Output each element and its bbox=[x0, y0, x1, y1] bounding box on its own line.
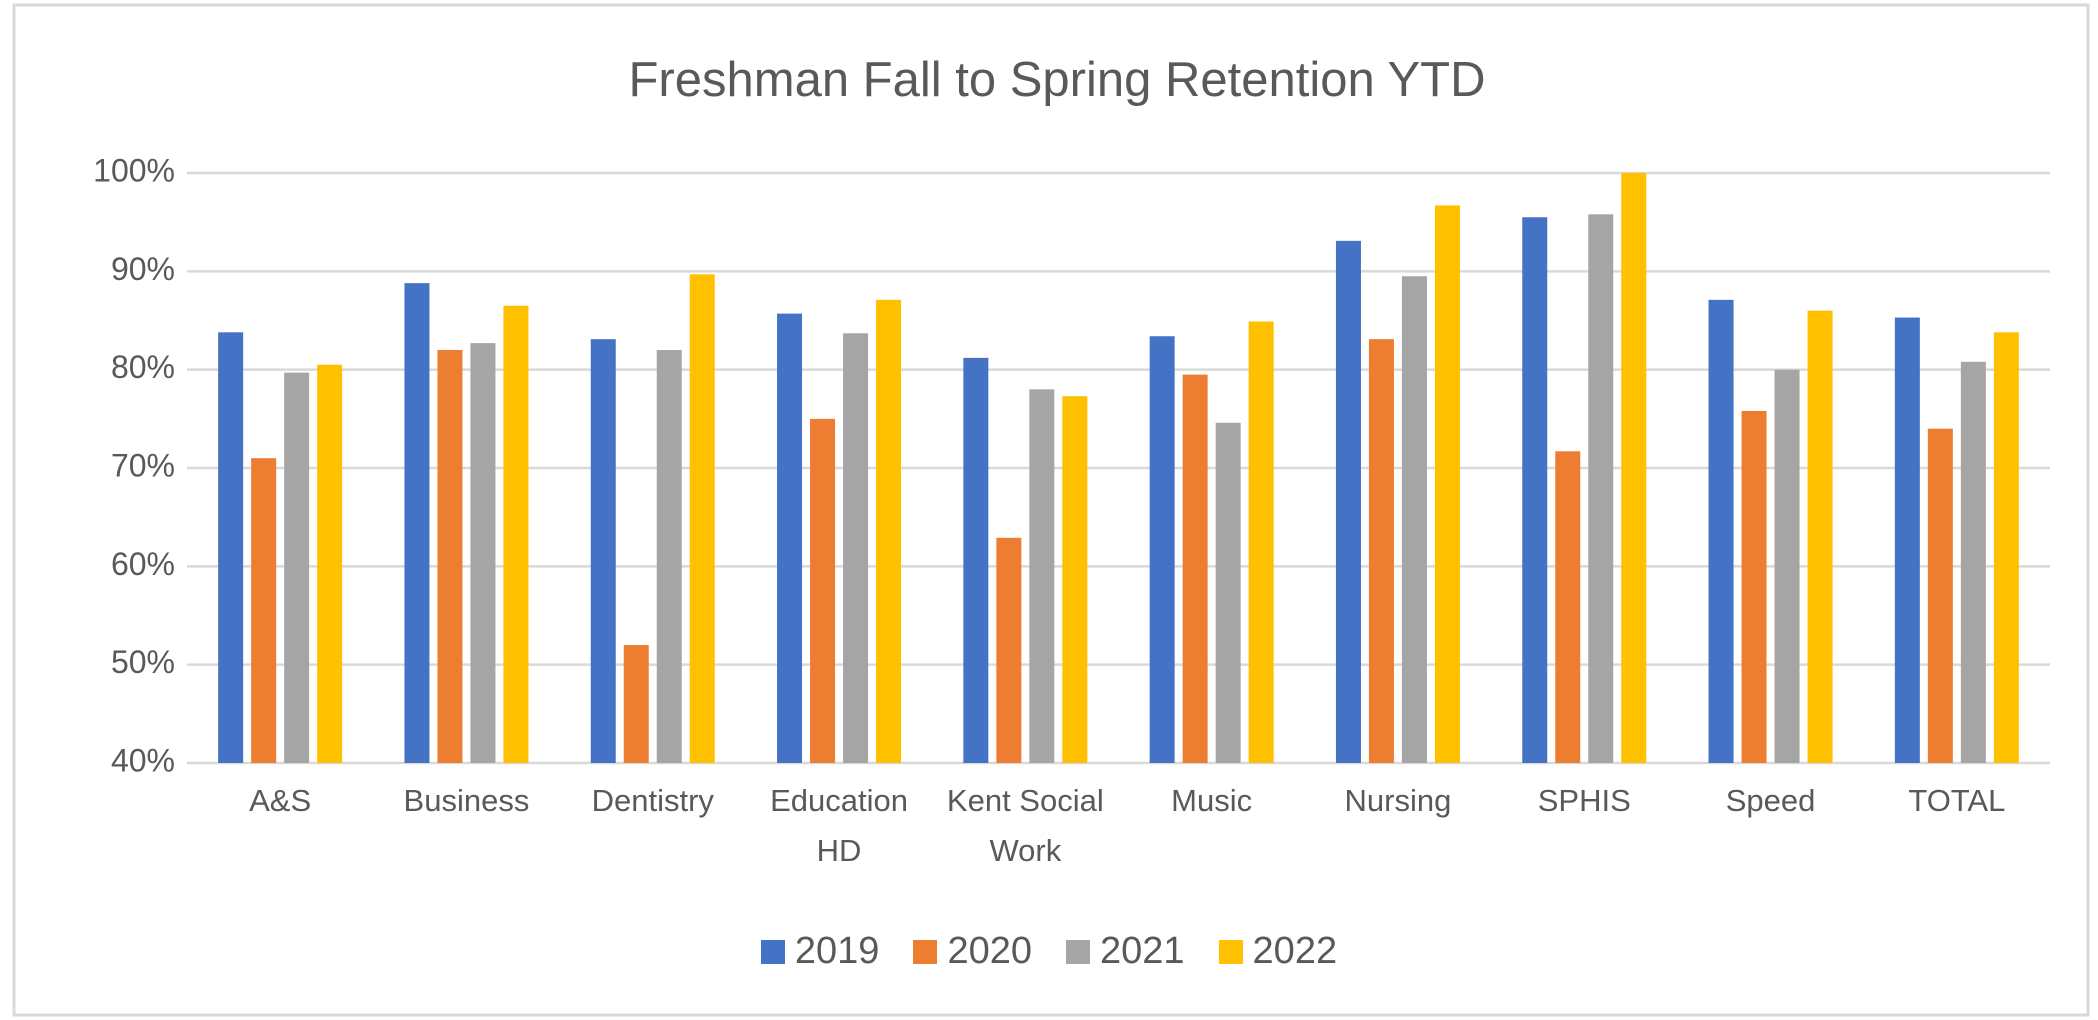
bar bbox=[689, 274, 715, 763]
bar bbox=[843, 333, 869, 763]
bar bbox=[1588, 214, 1614, 764]
bar bbox=[1182, 374, 1208, 763]
bar bbox=[317, 364, 343, 763]
bar bbox=[1741, 410, 1767, 763]
x-tick-label: Music bbox=[1171, 783, 1253, 818]
bar bbox=[1807, 310, 1833, 763]
bar bbox=[1062, 396, 1088, 763]
legend-swatch bbox=[913, 939, 938, 964]
bar bbox=[1149, 336, 1175, 763]
legend-label: 2022 bbox=[1252, 930, 1338, 972]
x-tick-label: Dentistry bbox=[591, 783, 714, 818]
legend-swatch bbox=[760, 939, 785, 964]
legend-label: 2019 bbox=[794, 930, 880, 972]
x-tick-label: Education HD bbox=[770, 783, 908, 868]
bar bbox=[1708, 299, 1734, 763]
bar bbox=[470, 343, 496, 763]
bar bbox=[656, 350, 682, 763]
legend-item: 2019 bbox=[760, 930, 880, 973]
legend-label: 2021 bbox=[1100, 930, 1185, 972]
bar bbox=[777, 313, 803, 763]
bar bbox=[1621, 173, 1647, 763]
bar bbox=[590, 339, 616, 763]
bar bbox=[1434, 205, 1460, 763]
bar bbox=[1401, 276, 1427, 763]
legend-swatch bbox=[1218, 939, 1243, 964]
y-tick-label: 40% bbox=[111, 742, 175, 778]
bar bbox=[1522, 217, 1548, 763]
x-tick-label: Business bbox=[403, 783, 530, 818]
bar bbox=[1215, 422, 1241, 763]
bar bbox=[1774, 369, 1800, 763]
bar bbox=[1960, 361, 1986, 763]
y-tick-label: 90% bbox=[111, 251, 175, 287]
legend-item: 2021 bbox=[1066, 930, 1185, 973]
y-tick-label: 50% bbox=[111, 644, 175, 680]
bar bbox=[996, 537, 1022, 763]
legend-label: 2020 bbox=[947, 930, 1032, 972]
bar bbox=[1555, 451, 1581, 763]
x-tick-label: TOTAL bbox=[1908, 783, 2006, 818]
bar bbox=[963, 357, 989, 763]
x-tick-label: A&S bbox=[249, 783, 312, 818]
x-tick-label: SPHIS bbox=[1537, 783, 1631, 818]
bar bbox=[251, 458, 277, 763]
legend: 2019 2020 2021 2022 bbox=[0, 930, 2098, 973]
y-tick-label: 100% bbox=[93, 152, 175, 188]
bar bbox=[623, 645, 649, 763]
bar bbox=[284, 372, 310, 763]
x-tick-label: Kent Social Work bbox=[946, 783, 1104, 868]
chart-title: Freshman Fall to Spring Retention YTD bbox=[629, 53, 1486, 107]
bar bbox=[1335, 240, 1361, 764]
bar bbox=[1029, 389, 1055, 763]
y-tick-label: 60% bbox=[111, 546, 175, 582]
bar bbox=[437, 350, 463, 763]
bar bbox=[404, 283, 430, 763]
bar bbox=[810, 418, 836, 763]
bar bbox=[503, 305, 529, 763]
bar bbox=[1993, 332, 2019, 763]
x-tick-label: Nursing bbox=[1344, 783, 1452, 818]
bar bbox=[1248, 321, 1274, 763]
y-tick-label: 80% bbox=[111, 349, 175, 385]
y-tick-label: 70% bbox=[111, 447, 175, 483]
bar bbox=[218, 332, 244, 763]
bar bbox=[876, 299, 902, 763]
legend-item: 2020 bbox=[913, 930, 1032, 973]
x-tick-label: Speed bbox=[1725, 783, 1816, 818]
bar bbox=[1368, 339, 1394, 763]
legend-swatch bbox=[1066, 939, 1090, 964]
legend-item: 2022 bbox=[1218, 930, 1338, 973]
bar bbox=[1894, 317, 1920, 763]
bar bbox=[1927, 428, 1953, 763]
